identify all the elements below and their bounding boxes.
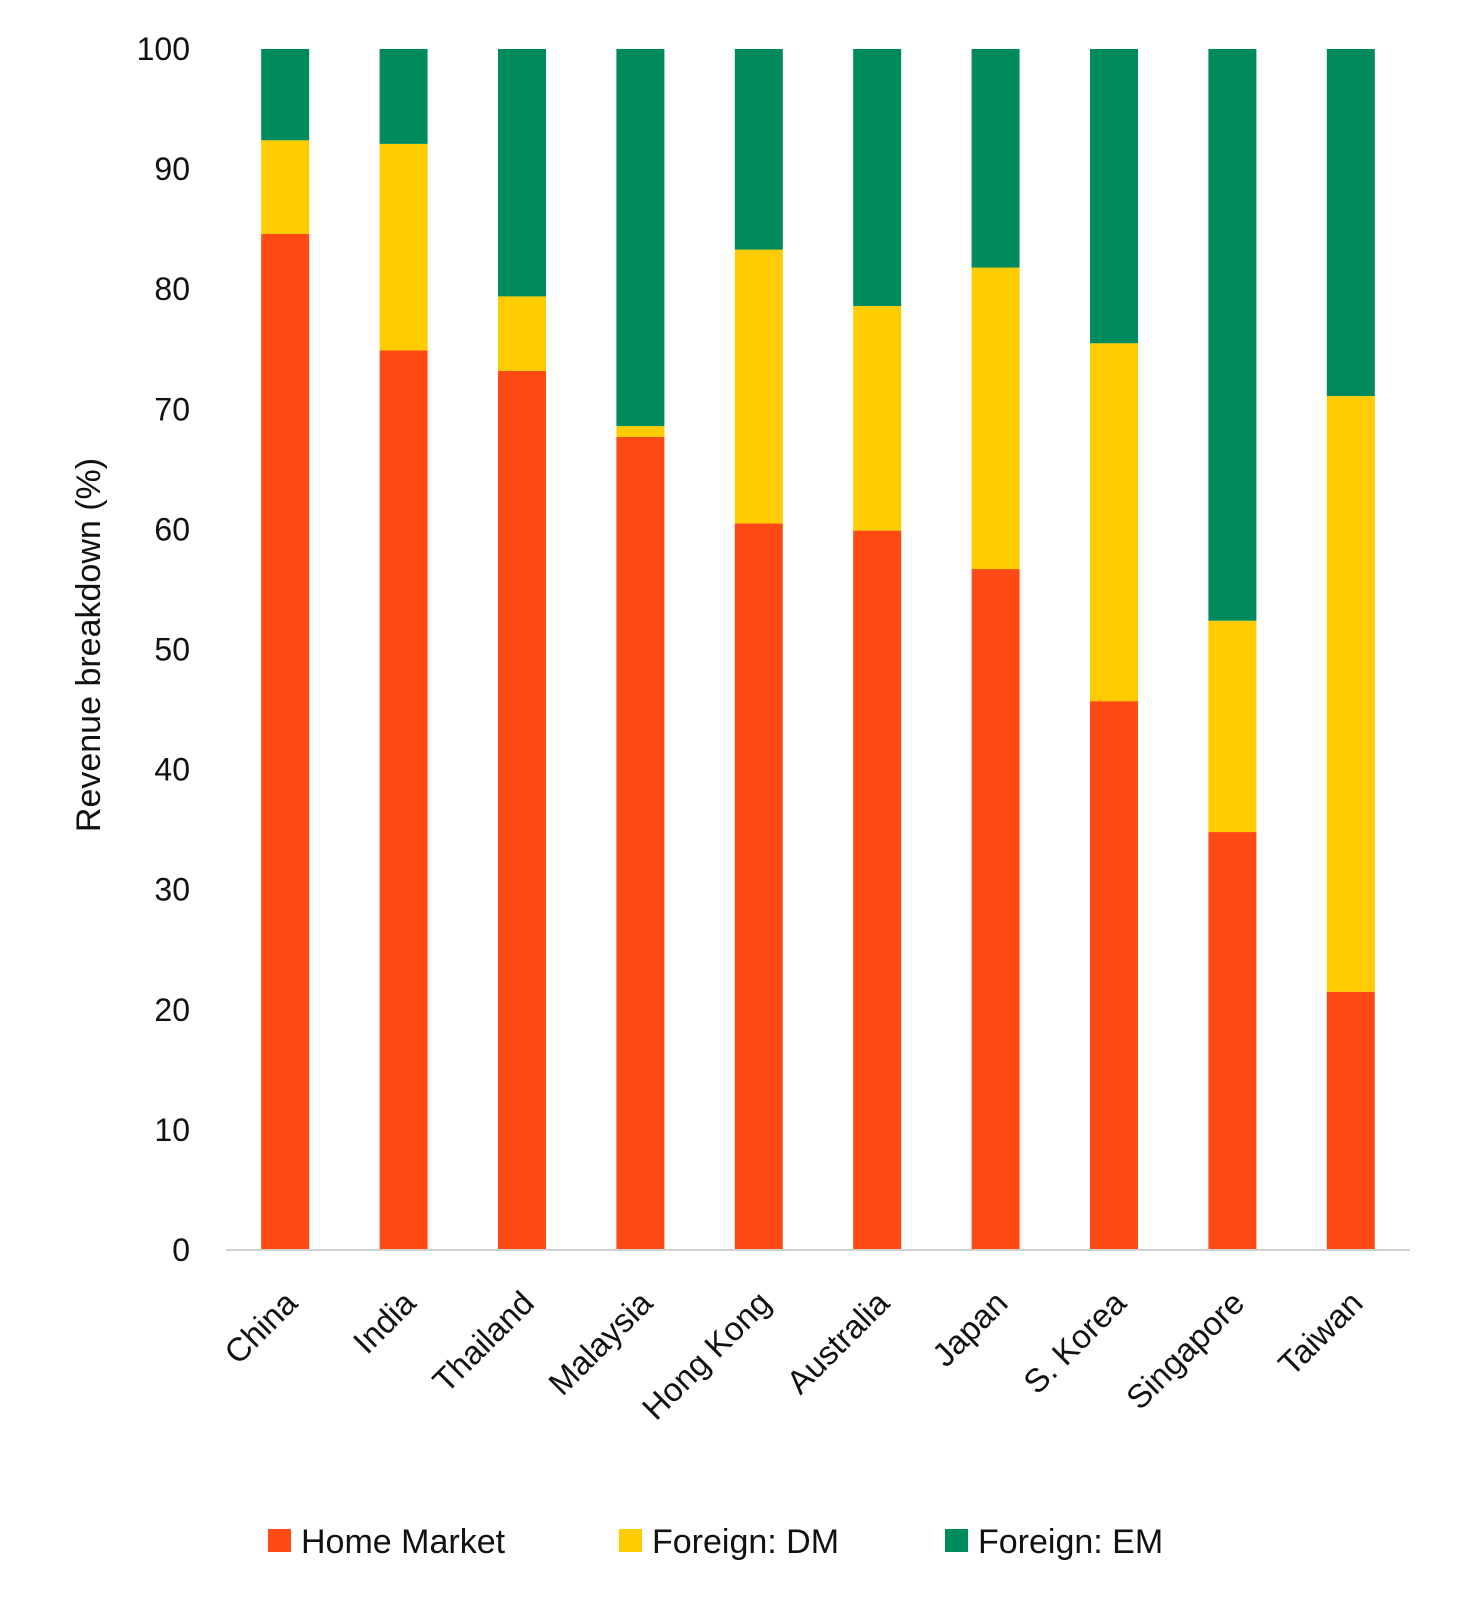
bar-malaysia-foreign-dm [616, 426, 665, 437]
y-axis-ticks: 0 10 20 30 40 50 60 70 80 90 100 [137, 31, 190, 1268]
y-tick-label-0: 0 [172, 1232, 190, 1268]
bar-hong-kong-foreign-em [734, 49, 783, 250]
bar-india-foreign-em [379, 49, 428, 144]
x-tick-label-singapore: Singapore [1119, 1284, 1252, 1417]
bar-s-korea-foreign-em [1090, 49, 1138, 344]
bar-malaysia-foreign-em [616, 49, 665, 427]
bar-japan-home-market [971, 569, 1020, 1250]
bar-australia-foreign-dm [853, 306, 902, 531]
bar-thailand-foreign-dm [498, 296, 546, 371]
y-axis-label: Revenue breakdown (%) [70, 458, 108, 832]
bar-taiwan-foreign-dm [1326, 396, 1375, 992]
y-tick-label-40: 40 [154, 752, 190, 788]
bar-australia-home-market [853, 530, 902, 1250]
bar-singapore-home-market [1208, 832, 1257, 1250]
legend-label-foreign-dm: Foreign: DM [652, 1523, 839, 1561]
legend-swatch-foreign-dm [619, 1529, 642, 1552]
y-tick-label-60: 60 [154, 511, 190, 547]
x-tick-label-hong-kong: Hong Kong [635, 1284, 778, 1427]
x-tick-label-taiwan: Taiwan [1271, 1284, 1370, 1383]
bar-hong-kong-home-market [734, 523, 783, 1250]
bars [261, 49, 1375, 1251]
bar-china-foreign-em [261, 49, 310, 141]
bar-malaysia-home-market [616, 436, 665, 1251]
bar-s-korea-home-market [1090, 701, 1138, 1250]
bar-india-home-market [379, 350, 428, 1250]
legend-swatch-home-market [268, 1529, 291, 1552]
x-tick-label-japan: Japan [925, 1284, 1015, 1374]
y-tick-label-90: 90 [154, 151, 190, 187]
bar-china-foreign-dm [261, 140, 310, 234]
y-tick-label-10: 10 [154, 1112, 190, 1148]
legend: Home Market Foreign: DM Foreign: EM [268, 1523, 1163, 1561]
bar-japan-foreign-dm [971, 267, 1020, 570]
x-tick-label-china: China [217, 1283, 305, 1371]
bar-singapore-foreign-dm [1208, 620, 1257, 833]
x-tick-label-malaysia: Malaysia [541, 1283, 660, 1402]
x-tick-label-s-korea: S. Korea [1016, 1283, 1133, 1400]
y-tick-label-100: 100 [137, 31, 190, 67]
bar-japan-foreign-em [971, 49, 1020, 268]
y-tick-label-30: 30 [154, 872, 190, 908]
bar-india-foreign-dm [379, 143, 428, 351]
bar-singapore-foreign-em [1208, 49, 1257, 621]
legend-swatch-foreign-em [945, 1529, 968, 1552]
x-tick-label-australia: Australia [779, 1283, 896, 1400]
y-tick-label-20: 20 [154, 992, 190, 1028]
bar-china-home-market [261, 233, 310, 1251]
y-tick-label-50: 50 [154, 632, 190, 668]
bar-hong-kong-foreign-dm [734, 249, 783, 524]
bar-taiwan-home-market [1326, 991, 1375, 1250]
bar-thailand-foreign-em [498, 49, 546, 297]
bar-thailand-home-market [498, 370, 546, 1250]
legend-label-home-market: Home Market [301, 1523, 506, 1561]
y-tick-label-70: 70 [154, 391, 190, 427]
bar-taiwan-foreign-em [1326, 49, 1375, 397]
x-tick-label-india: India [346, 1283, 423, 1360]
bar-australia-foreign-em [853, 49, 902, 307]
x-tick-label-thailand: Thailand [425, 1284, 541, 1400]
bar-s-korea-foreign-dm [1090, 343, 1138, 702]
legend-label-foreign-em: Foreign: EM [978, 1523, 1163, 1561]
y-tick-label-80: 80 [154, 271, 190, 307]
